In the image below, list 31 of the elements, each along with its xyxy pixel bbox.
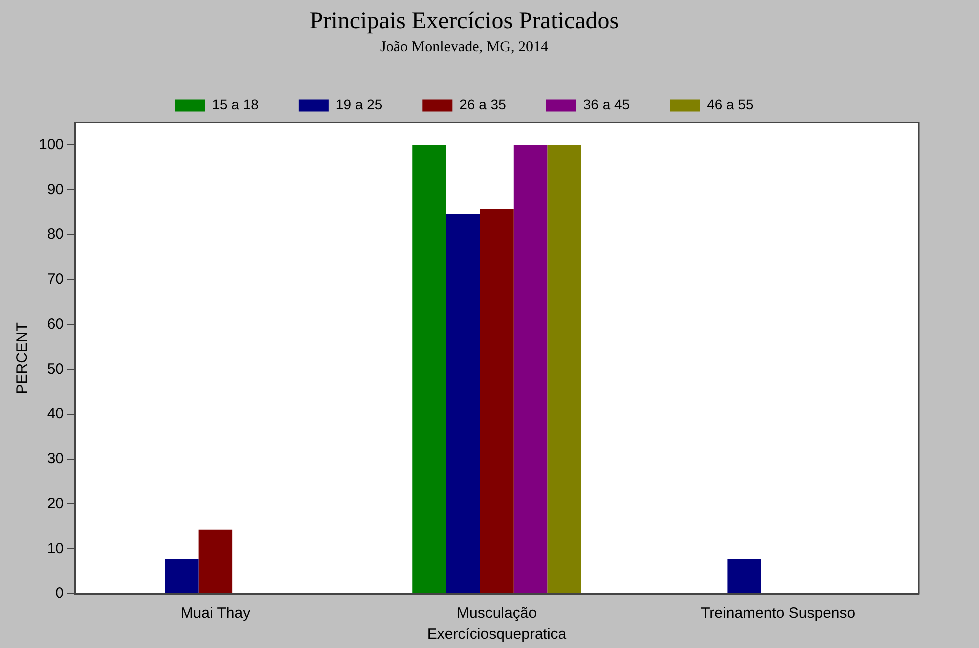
- y-tick-label: 20: [47, 495, 64, 512]
- bar: [548, 145, 582, 594]
- bar: [412, 145, 446, 594]
- bar: [446, 214, 480, 594]
- x-tick-label: Musculação: [456, 605, 538, 622]
- chart-subtitle: João Monlevade, MG, 2014: [380, 40, 549, 56]
- y-axis-title: PERCENT: [14, 322, 32, 394]
- legend-label: 26 a 35: [460, 96, 507, 113]
- y-tick-label: 80: [47, 226, 64, 244]
- bar: [480, 209, 514, 594]
- y-tick-label: 40: [47, 406, 64, 423]
- legend-label: 15 a 18: [212, 96, 260, 113]
- legend-label: 36 a 45: [583, 96, 630, 113]
- legend-label: 46 a 55: [707, 96, 754, 113]
- chart-title: Principais Exercícios Praticados: [310, 8, 620, 35]
- y-tick-label: 10: [47, 540, 64, 558]
- y-tick-label: 30: [47, 450, 64, 468]
- y-tick-label: 60: [47, 316, 64, 333]
- x-axis-title: Exercíciosquepratica: [427, 626, 568, 644]
- y-tick-label: 0: [56, 585, 64, 602]
- y-tick-label: 100: [38, 136, 64, 154]
- x-tick-label: Muai Thay: [180, 605, 252, 622]
- bar: [514, 145, 548, 594]
- y-tick-label: 50: [47, 360, 64, 378]
- bar: [198, 530, 233, 594]
- y-tick-label: 90: [47, 181, 64, 198]
- legend-label: 19 a 25: [336, 96, 383, 113]
- bar: [165, 559, 199, 594]
- y-tick-label: 70: [47, 271, 64, 288]
- bar: [728, 559, 762, 594]
- x-tick-label: Treinamento Suspenso: [701, 605, 856, 622]
